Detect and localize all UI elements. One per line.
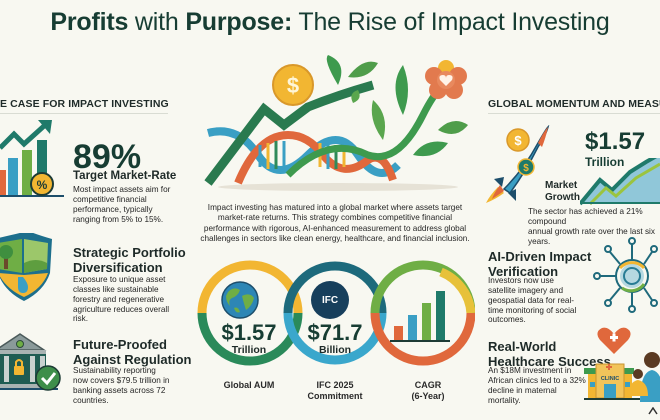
ai-circuit-globe-icon: [592, 234, 660, 314]
stats-rings: [195, 258, 475, 368]
portfolio-diversification-title: Strategic Portfolio Diversification: [73, 245, 186, 275]
svg-text:%: %: [37, 178, 48, 192]
regulation-title: Future-Proofed Against Regulation: [73, 337, 192, 367]
rising-bar-chart-percent-icon: %: [0, 118, 64, 198]
shield-landscape-icon: [0, 233, 56, 303]
rocket-coin-icon: $ $: [480, 125, 550, 205]
healthcare-title: Real-World Healthcare Success: [488, 339, 611, 369]
cagr-label: CAGR (6-Year): [411, 380, 445, 401]
dna-plant-growth-coin-icon: $: [198, 55, 478, 195]
left-section-divider: [0, 113, 168, 114]
page-title: Profits with Purpose: The Rise of Impact…: [50, 8, 610, 36]
market-growth-unit: Trillion: [585, 155, 625, 169]
globe-icon: [220, 280, 260, 320]
regulation-description: Sustainability reporting now covers $79.…: [73, 366, 170, 405]
left-section-header: E CASE FOR IMPACT INVESTING: [0, 98, 169, 110]
market-growth-description: The sector has achieved a 21% compound a…: [528, 207, 655, 246]
ifc-commitment-label: IFC 2025 Commitment: [307, 380, 363, 401]
svg-text:$: $: [287, 73, 299, 98]
ai-verification-title: AI-Driven Impact Verification: [488, 249, 592, 279]
target-market-rate-stat: 89%: [73, 138, 142, 176]
ifc-commitment-value: $71.7: [307, 320, 363, 345]
svg-text:CLINIC: CLINIC: [601, 376, 619, 382]
ifc-logo-icon: IFC: [311, 281, 349, 319]
market-growth-value: $1.57: [585, 128, 646, 155]
svg-text:$: $: [514, 133, 522, 148]
ifc-commitment-unit: Billion: [318, 344, 352, 356]
ai-verification-description: Investors now use satellite imagery and …: [488, 276, 577, 325]
center-description: Impact investing has matured into a glob…: [200, 203, 470, 243]
market-growth-subtitle: Market Growth: [545, 180, 580, 203]
bank-lock-check-icon: [0, 332, 64, 394]
right-section-header: GLOBAL MOMENTUM AND MEASUREM: [488, 98, 660, 110]
global-aum-value: $1.57: [221, 320, 277, 345]
growth-mountain-chart-icon: [580, 158, 660, 206]
target-market-rate-description: Most impact assets aim for competitive f…: [73, 185, 171, 224]
global-aum-label: Global AUM: [223, 380, 275, 390]
svg-text:$: $: [523, 163, 529, 174]
clinic-heart-mother-icon: CLINIC: [584, 326, 660, 402]
right-section-divider: [488, 113, 660, 114]
healthcare-description: An $18M investment in African clinics le…: [488, 366, 586, 405]
global-aum-unit: Trillion: [231, 344, 267, 356]
portfolio-diversification-description: Exposure to unique asset classes like su…: [73, 275, 170, 324]
watermark-icon: [648, 407, 658, 415]
bar-chart-icon: [388, 288, 454, 344]
target-market-rate-title: Target Market-Rate: [73, 170, 177, 182]
